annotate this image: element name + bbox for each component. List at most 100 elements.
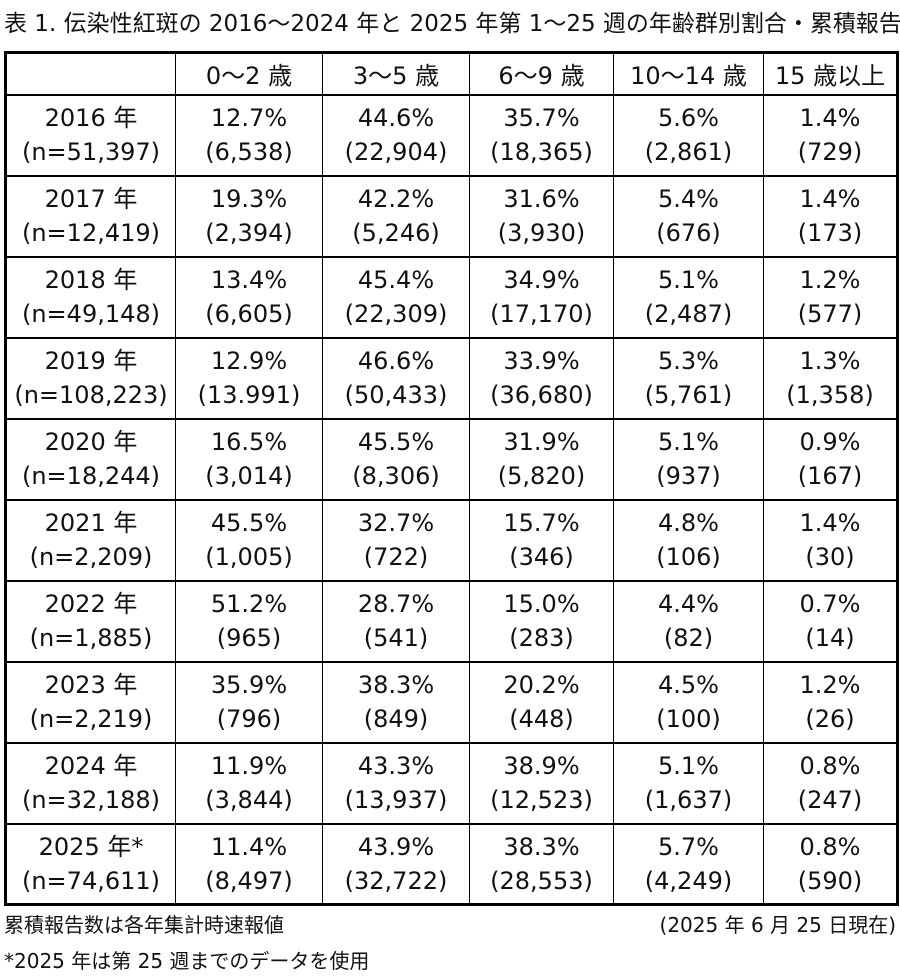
year-label: 2023 年 — [44, 671, 138, 699]
cell-percent: 4.5% — [658, 671, 719, 699]
cell-count: (590) — [797, 866, 863, 895]
cell-count: (5,820) — [497, 462, 586, 490]
cell-count: (12,523) — [490, 786, 593, 814]
cell-percent: 45.5% — [210, 509, 288, 537]
cell-count: (167) — [797, 462, 863, 490]
cell-count: (3,014) — [205, 462, 293, 490]
cell-count: (3,930) — [497, 219, 586, 247]
cell: 20.2% (448) — [469, 660, 614, 744]
footnote-2025-weeks: *2025 年は第 25 週までのデータを使用 — [4, 949, 370, 973]
cell-percent: 16.5% — [210, 428, 288, 456]
year-n: (n=12,419) — [21, 219, 161, 247]
cell-count: (26) — [805, 705, 855, 733]
cell: 45.5% (8,306) — [322, 417, 470, 501]
cell-percent: 4.4% — [658, 590, 719, 618]
column-header-empty — [5, 51, 176, 96]
cell-percent: 5.7% — [658, 832, 719, 861]
cell-percent: 5.4% — [658, 185, 719, 213]
cell-percent: 5.3% — [658, 347, 719, 375]
cell-count: (577) — [797, 300, 863, 328]
cell: 45.5% (1,005) — [175, 498, 323, 582]
cell: 43.9% (32,722) — [322, 822, 470, 906]
cell: 5.7% (4,249) — [613, 822, 764, 906]
year-label: 2019 年 — [44, 347, 138, 375]
cell: 5.6% (2,861) — [613, 93, 764, 177]
row-header-year: 2021 年 (n=2,209) — [5, 498, 176, 582]
cell: 15.0% (283) — [469, 579, 614, 663]
cell-percent: 12.7% — [210, 104, 288, 132]
cell-count: (5,761) — [644, 381, 733, 409]
year-label: 2020 年 — [44, 428, 138, 456]
cell: 32.7% (722) — [322, 498, 470, 582]
cell-percent: 51.2% — [210, 590, 288, 618]
cell-count: (106) — [656, 543, 721, 571]
cell-count: (100) — [656, 705, 721, 733]
cell-count: (247) — [797, 786, 863, 814]
cell-percent: 12.9% — [210, 347, 288, 375]
column-header-0-2: 0〜2 歳 — [175, 51, 323, 96]
year-n: (n=74,611) — [21, 866, 161, 895]
cell-count: (2,861) — [644, 138, 733, 166]
cell: 11.9% (3,844) — [175, 741, 323, 825]
cell-percent: 31.6% — [503, 185, 580, 213]
column-header-3-5: 3〜5 歳 — [322, 51, 470, 96]
year-label: 2022 年 — [44, 590, 138, 618]
cell-percent: 45.4% — [357, 266, 435, 294]
cell-percent: 1.4% — [799, 185, 861, 213]
cell: 34.9% (17,170) — [469, 255, 614, 339]
cell-percent: 5.1% — [658, 266, 719, 294]
footer-line-1: 累積報告数は各年集計時速報値 (2025 年 6 月 25 日現在) — [4, 911, 896, 939]
table-row-2017: 2017 年 (n=12,419) 19.3% (2,394) 42.2% (5,24… — [5, 174, 898, 258]
cell-count: (28,553) — [490, 866, 593, 895]
cell-count: (17,170) — [490, 300, 593, 328]
cell: 35.7% (18,365) — [469, 93, 614, 177]
cell-count: (448) — [509, 705, 574, 733]
cell-count: (796) — [216, 705, 282, 733]
page-title: 表 1. 伝染性紅斑の 2016〜2024 年と 2025 年第 1〜25 週の… — [4, 11, 900, 37]
cell-percent: 1.4% — [799, 104, 861, 132]
cell-count: (1,005) — [205, 543, 293, 571]
row-header-year: 2024 年 (n=32,188) — [5, 741, 176, 825]
cell-count: (346) — [509, 543, 574, 571]
cell: 1.4% (173) — [763, 174, 898, 258]
row-header-year: 2025 年* (n=74,611) — [5, 822, 176, 906]
cell-percent: 15.7% — [503, 509, 580, 537]
cell-percent: 28.7% — [357, 590, 435, 618]
cell-percent: 0.7% — [799, 590, 861, 618]
year-n: (n=51,397) — [21, 138, 161, 166]
cell-percent: 11.9% — [210, 752, 288, 780]
cell-count: (1,637) — [644, 786, 733, 814]
row-header-year: 2019 年 (n=108,223) — [5, 336, 176, 420]
cell-percent: 42.2% — [357, 185, 435, 213]
footnote-preliminary: 累積報告数は各年集計時速報値 — [4, 913, 284, 937]
cell-count: (6,605) — [205, 300, 293, 328]
year-label: 2017 年 — [44, 185, 138, 213]
year-n: (n=18,244) — [21, 462, 161, 490]
table-row-2021: 2021 年 (n=2,209) 45.5% (1,005) 32.7% (722) … — [5, 498, 898, 582]
cell: 1.3% (1,358) — [763, 336, 898, 420]
age-group-table: 0〜2 歳 3〜5 歳 6〜9 歳 10〜14 歳 15 歳以上 2016 年 (… — [4, 51, 899, 906]
cell-count: (541) — [363, 624, 429, 652]
cell: 1.4% (729) — [763, 93, 898, 177]
cell-count: (36,680) — [490, 381, 593, 409]
year-n: (n=2,209) — [29, 543, 153, 571]
year-label: 2016 年 — [44, 104, 138, 132]
cell-count: (82) — [663, 624, 714, 652]
year-n: (n=32,188) — [21, 786, 161, 814]
cell-percent: 5.1% — [658, 428, 719, 456]
cell-count: (14) — [805, 624, 855, 652]
cell: 42.2% (5,246) — [322, 174, 470, 258]
cell-percent: 46.6% — [357, 347, 435, 375]
cell-count: (22,309) — [344, 300, 448, 328]
year-label: 2018 年 — [44, 266, 138, 294]
cell-count: (722) — [363, 543, 429, 571]
cell-count: (2,394) — [205, 219, 293, 247]
cell-percent: 0.9% — [799, 428, 861, 456]
cell-percent: 31.9% — [503, 428, 580, 456]
cell-percent: 38.9% — [503, 752, 580, 780]
cell-percent: 34.9% — [503, 266, 580, 294]
cell: 12.7% (6,538) — [175, 93, 323, 177]
cell: 15.7% (346) — [469, 498, 614, 582]
cell-count: (13.991) — [197, 381, 301, 409]
